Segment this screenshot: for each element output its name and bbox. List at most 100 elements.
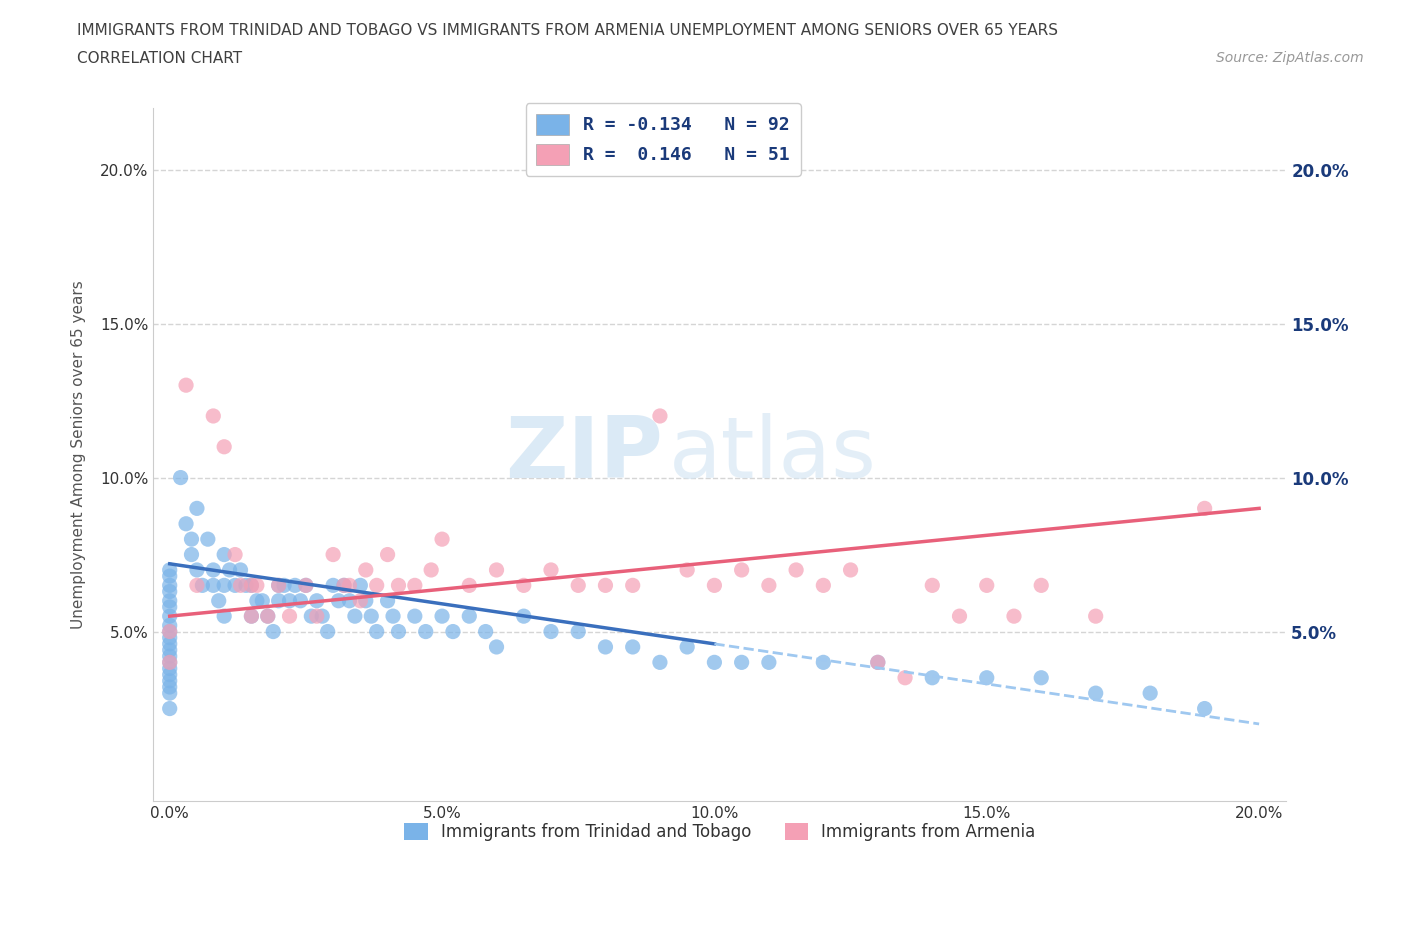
Point — [730, 563, 752, 578]
Point — [169, 471, 191, 485]
Point — [290, 593, 312, 608]
Point — [186, 501, 208, 516]
Point — [197, 532, 219, 547]
Point — [976, 671, 998, 685]
Point — [159, 649, 181, 664]
Point — [540, 624, 562, 639]
Point — [159, 643, 181, 658]
Point — [159, 636, 181, 651]
Point — [404, 578, 426, 592]
Point — [186, 578, 208, 592]
Point — [415, 624, 437, 639]
Text: ZIP: ZIP — [505, 413, 664, 496]
Point — [202, 408, 225, 423]
Point — [894, 671, 917, 685]
Point — [159, 655, 181, 670]
Point — [159, 667, 181, 682]
Point — [159, 568, 181, 583]
Point — [343, 609, 366, 624]
Point — [212, 439, 235, 454]
Point — [360, 609, 382, 624]
Point — [235, 578, 257, 592]
Point — [212, 609, 235, 624]
Point — [180, 547, 202, 562]
Point — [948, 609, 970, 624]
Point — [387, 578, 409, 592]
Point — [1031, 578, 1053, 592]
Point — [159, 701, 181, 716]
Point — [485, 563, 508, 578]
Point — [159, 624, 181, 639]
Point — [866, 655, 889, 670]
Point — [224, 578, 246, 592]
Point — [420, 563, 443, 578]
Point — [621, 578, 644, 592]
Text: IMMIGRANTS FROM TRINIDAD AND TOBAGO VS IMMIGRANTS FROM ARMENIA UNEMPLOYMENT AMON: IMMIGRANTS FROM TRINIDAD AND TOBAGO VS I… — [77, 23, 1059, 38]
Point — [567, 624, 589, 639]
Point — [328, 593, 350, 608]
Point — [256, 609, 278, 624]
Point — [202, 578, 225, 592]
Point — [218, 563, 240, 578]
Point — [159, 685, 181, 700]
Point — [648, 408, 671, 423]
Point — [458, 578, 481, 592]
Point — [430, 532, 453, 547]
Point — [621, 640, 644, 655]
Point — [1194, 701, 1216, 716]
Point — [1194, 501, 1216, 516]
Point — [240, 578, 263, 592]
Point — [676, 563, 699, 578]
Point — [262, 624, 284, 639]
Point — [240, 578, 263, 592]
Point — [295, 578, 318, 592]
Point — [212, 578, 235, 592]
Point — [404, 609, 426, 624]
Point — [648, 655, 671, 670]
Point — [866, 655, 889, 670]
Point — [159, 631, 181, 645]
Point — [229, 578, 252, 592]
Point — [333, 578, 356, 592]
Point — [1002, 609, 1025, 624]
Point — [339, 578, 361, 592]
Point — [246, 593, 269, 608]
Point — [354, 563, 377, 578]
Point — [159, 618, 181, 632]
Point — [240, 609, 263, 624]
Point — [159, 655, 181, 670]
Point — [311, 609, 333, 624]
Y-axis label: Unemployment Among Seniors over 65 years: Unemployment Among Seniors over 65 years — [72, 280, 86, 629]
Text: Source: ZipAtlas.com: Source: ZipAtlas.com — [1216, 51, 1364, 65]
Point — [382, 609, 405, 624]
Point — [159, 593, 181, 608]
Point — [333, 578, 356, 592]
Point — [349, 593, 371, 608]
Point — [295, 578, 318, 592]
Point — [305, 593, 328, 608]
Point — [159, 578, 181, 592]
Point — [813, 655, 835, 670]
Legend: Immigrants from Trinidad and Tobago, Immigrants from Armenia: Immigrants from Trinidad and Tobago, Imm… — [398, 817, 1042, 848]
Point — [278, 593, 301, 608]
Point — [159, 584, 181, 599]
Point — [278, 609, 301, 624]
Point — [485, 640, 508, 655]
Point — [758, 655, 780, 670]
Point — [377, 547, 399, 562]
Point — [224, 547, 246, 562]
Point — [240, 609, 263, 624]
Point — [1031, 671, 1053, 685]
Point — [159, 624, 181, 639]
Point — [267, 578, 290, 592]
Point — [839, 563, 862, 578]
Point — [758, 578, 780, 592]
Point — [430, 609, 453, 624]
Point — [267, 593, 290, 608]
Point — [349, 578, 371, 592]
Point — [267, 578, 290, 592]
Point — [921, 578, 943, 592]
Point — [202, 563, 225, 578]
Point — [366, 578, 388, 592]
Point — [921, 671, 943, 685]
